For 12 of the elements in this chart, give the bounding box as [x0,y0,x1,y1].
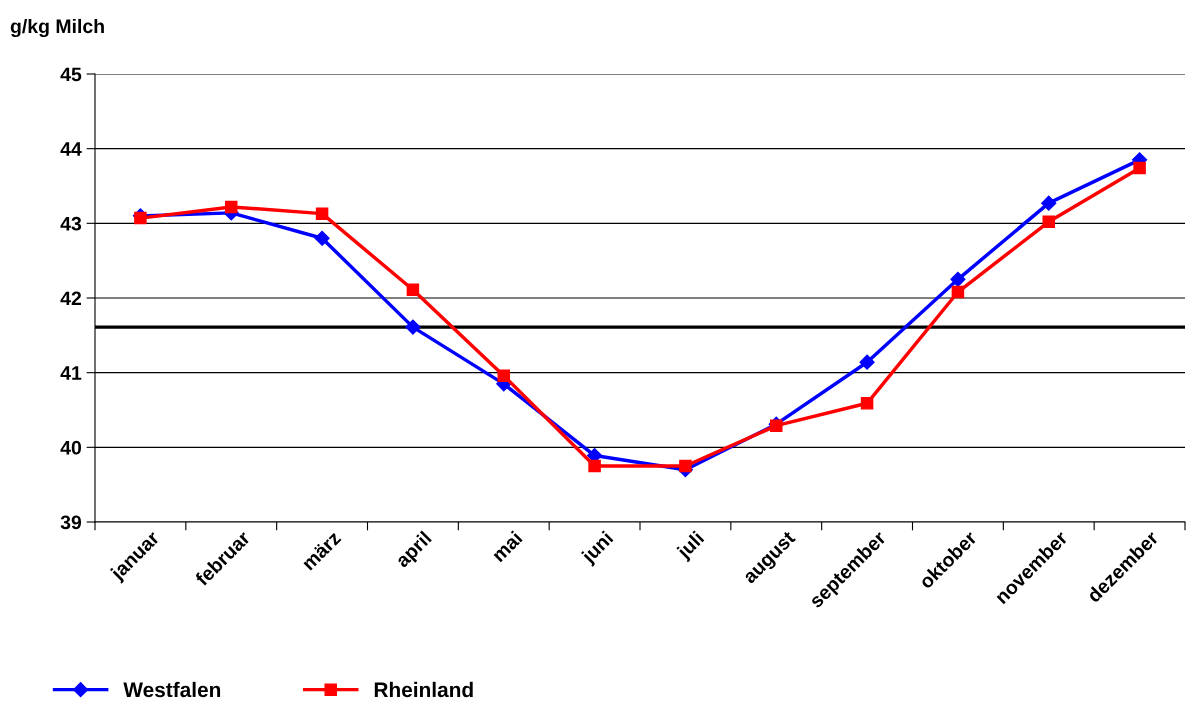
y-tick-label: 41 [60,366,82,380]
legend-label: Westfalen [123,681,221,698]
y-tick-label: 44 [60,142,82,156]
y-tick-label: 39 [60,515,82,530]
x-tick-label: mai [490,530,523,563]
y-tick-label: 42 [60,291,82,306]
legend-label: Rheinland [374,681,473,698]
y-axis-title: g/kg Milch [10,18,104,38]
y-tick-label: 43 [60,216,82,231]
y-tick-label: 40 [60,440,82,455]
y-tick-label: 45 [60,67,82,82]
x-tick-label: juli [675,530,708,563]
